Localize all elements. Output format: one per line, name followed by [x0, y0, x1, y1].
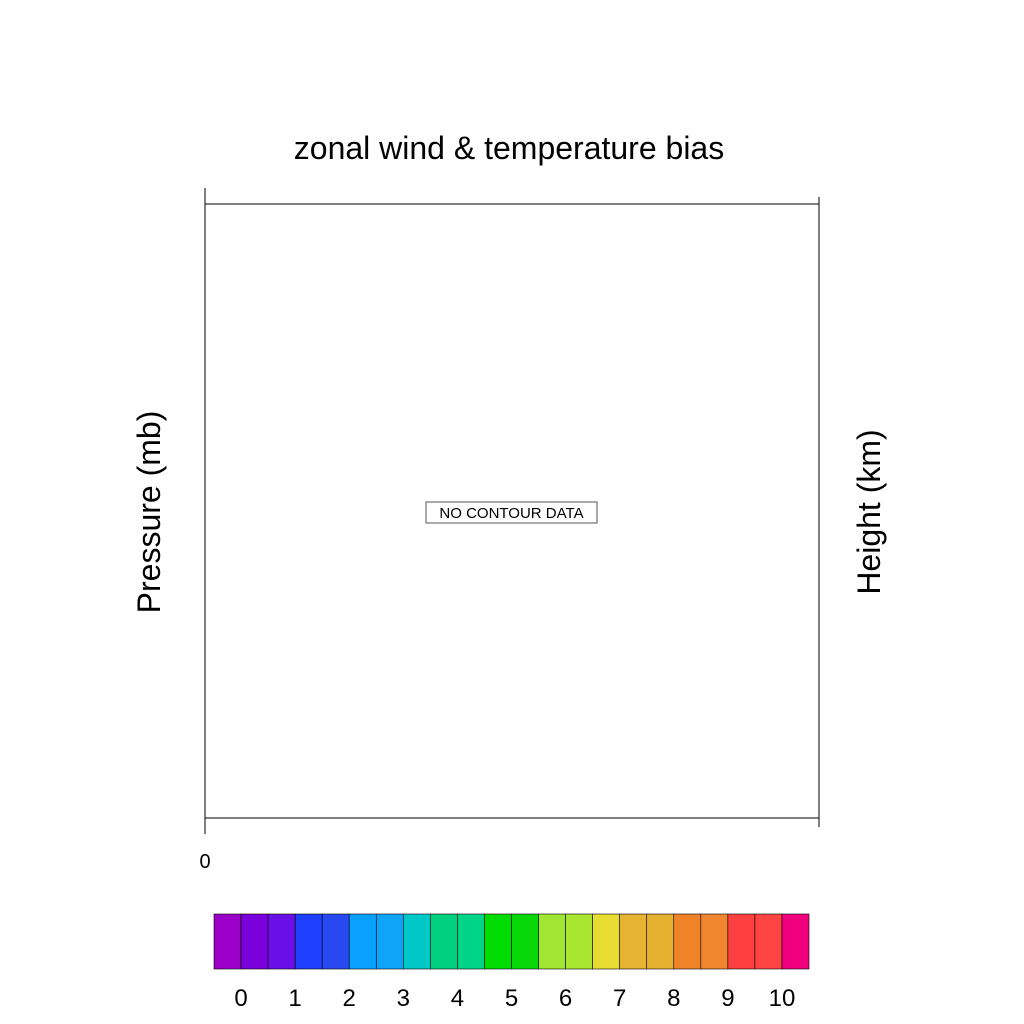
no-data-text: NO CONTOUR DATA: [439, 505, 583, 522]
colorbar-box: [484, 913, 512, 970]
colorbar-tick-label: 8: [667, 985, 680, 1012]
colorbar-tick-label: 7: [613, 985, 626, 1012]
colorbar-tick-label: 4: [451, 985, 464, 1012]
colorbar-box: [700, 913, 729, 970]
colorbar-tick-label: 0: [234, 985, 247, 1012]
colorbar-box: [267, 913, 296, 970]
colorbar-box: [321, 913, 350, 970]
colorbar-box: [430, 913, 458, 970]
y2-axis-label: Height (km): [851, 429, 887, 594]
colorbar-tick-label: 6: [559, 985, 572, 1012]
colorbar-box: [403, 913, 431, 970]
colorbar-tick-label: 3: [397, 985, 410, 1012]
plot-frame: [204, 188, 820, 834]
colorbar-box: [673, 913, 702, 970]
colorbar-tick-label: 5: [505, 985, 518, 1012]
colorbar-box: [213, 913, 242, 970]
colorbar-box: [754, 913, 783, 970]
no-data-message: NO CONTOUR DATA: [425, 501, 598, 524]
colorbar-box: [592, 913, 620, 970]
y-axis-label: Pressure (mb): [131, 411, 167, 614]
x-ticks: 0: [199, 851, 210, 873]
colorbar-tick-label: 9: [721, 985, 734, 1012]
colorbar-box: [294, 913, 323, 970]
colorbar: [213, 913, 810, 970]
colorbar-box: [619, 913, 648, 970]
colorbar-box: [727, 913, 756, 970]
colorbar-box: [240, 913, 269, 970]
colorbar-labels: 0 1 2 3 4 5 6 7 8 9 10: [234, 985, 795, 1012]
colorbar-box: [646, 913, 675, 970]
colorbar-box: [457, 913, 485, 970]
colorbar-tick-label: 1: [288, 985, 301, 1012]
colorbar-box: [565, 913, 593, 970]
x-tick-label: 0: [199, 851, 210, 873]
chart-title: zonal wind & temperature bias: [294, 130, 724, 166]
colorbar-box: [375, 913, 404, 970]
colorbar-box: [511, 913, 539, 970]
colorbar-tick-label: 10: [769, 985, 796, 1012]
colorbar-box: [538, 913, 566, 970]
colorbar-box: [348, 913, 377, 970]
colorbar-box: [781, 913, 810, 970]
colorbar-tick-label: 2: [343, 985, 356, 1012]
